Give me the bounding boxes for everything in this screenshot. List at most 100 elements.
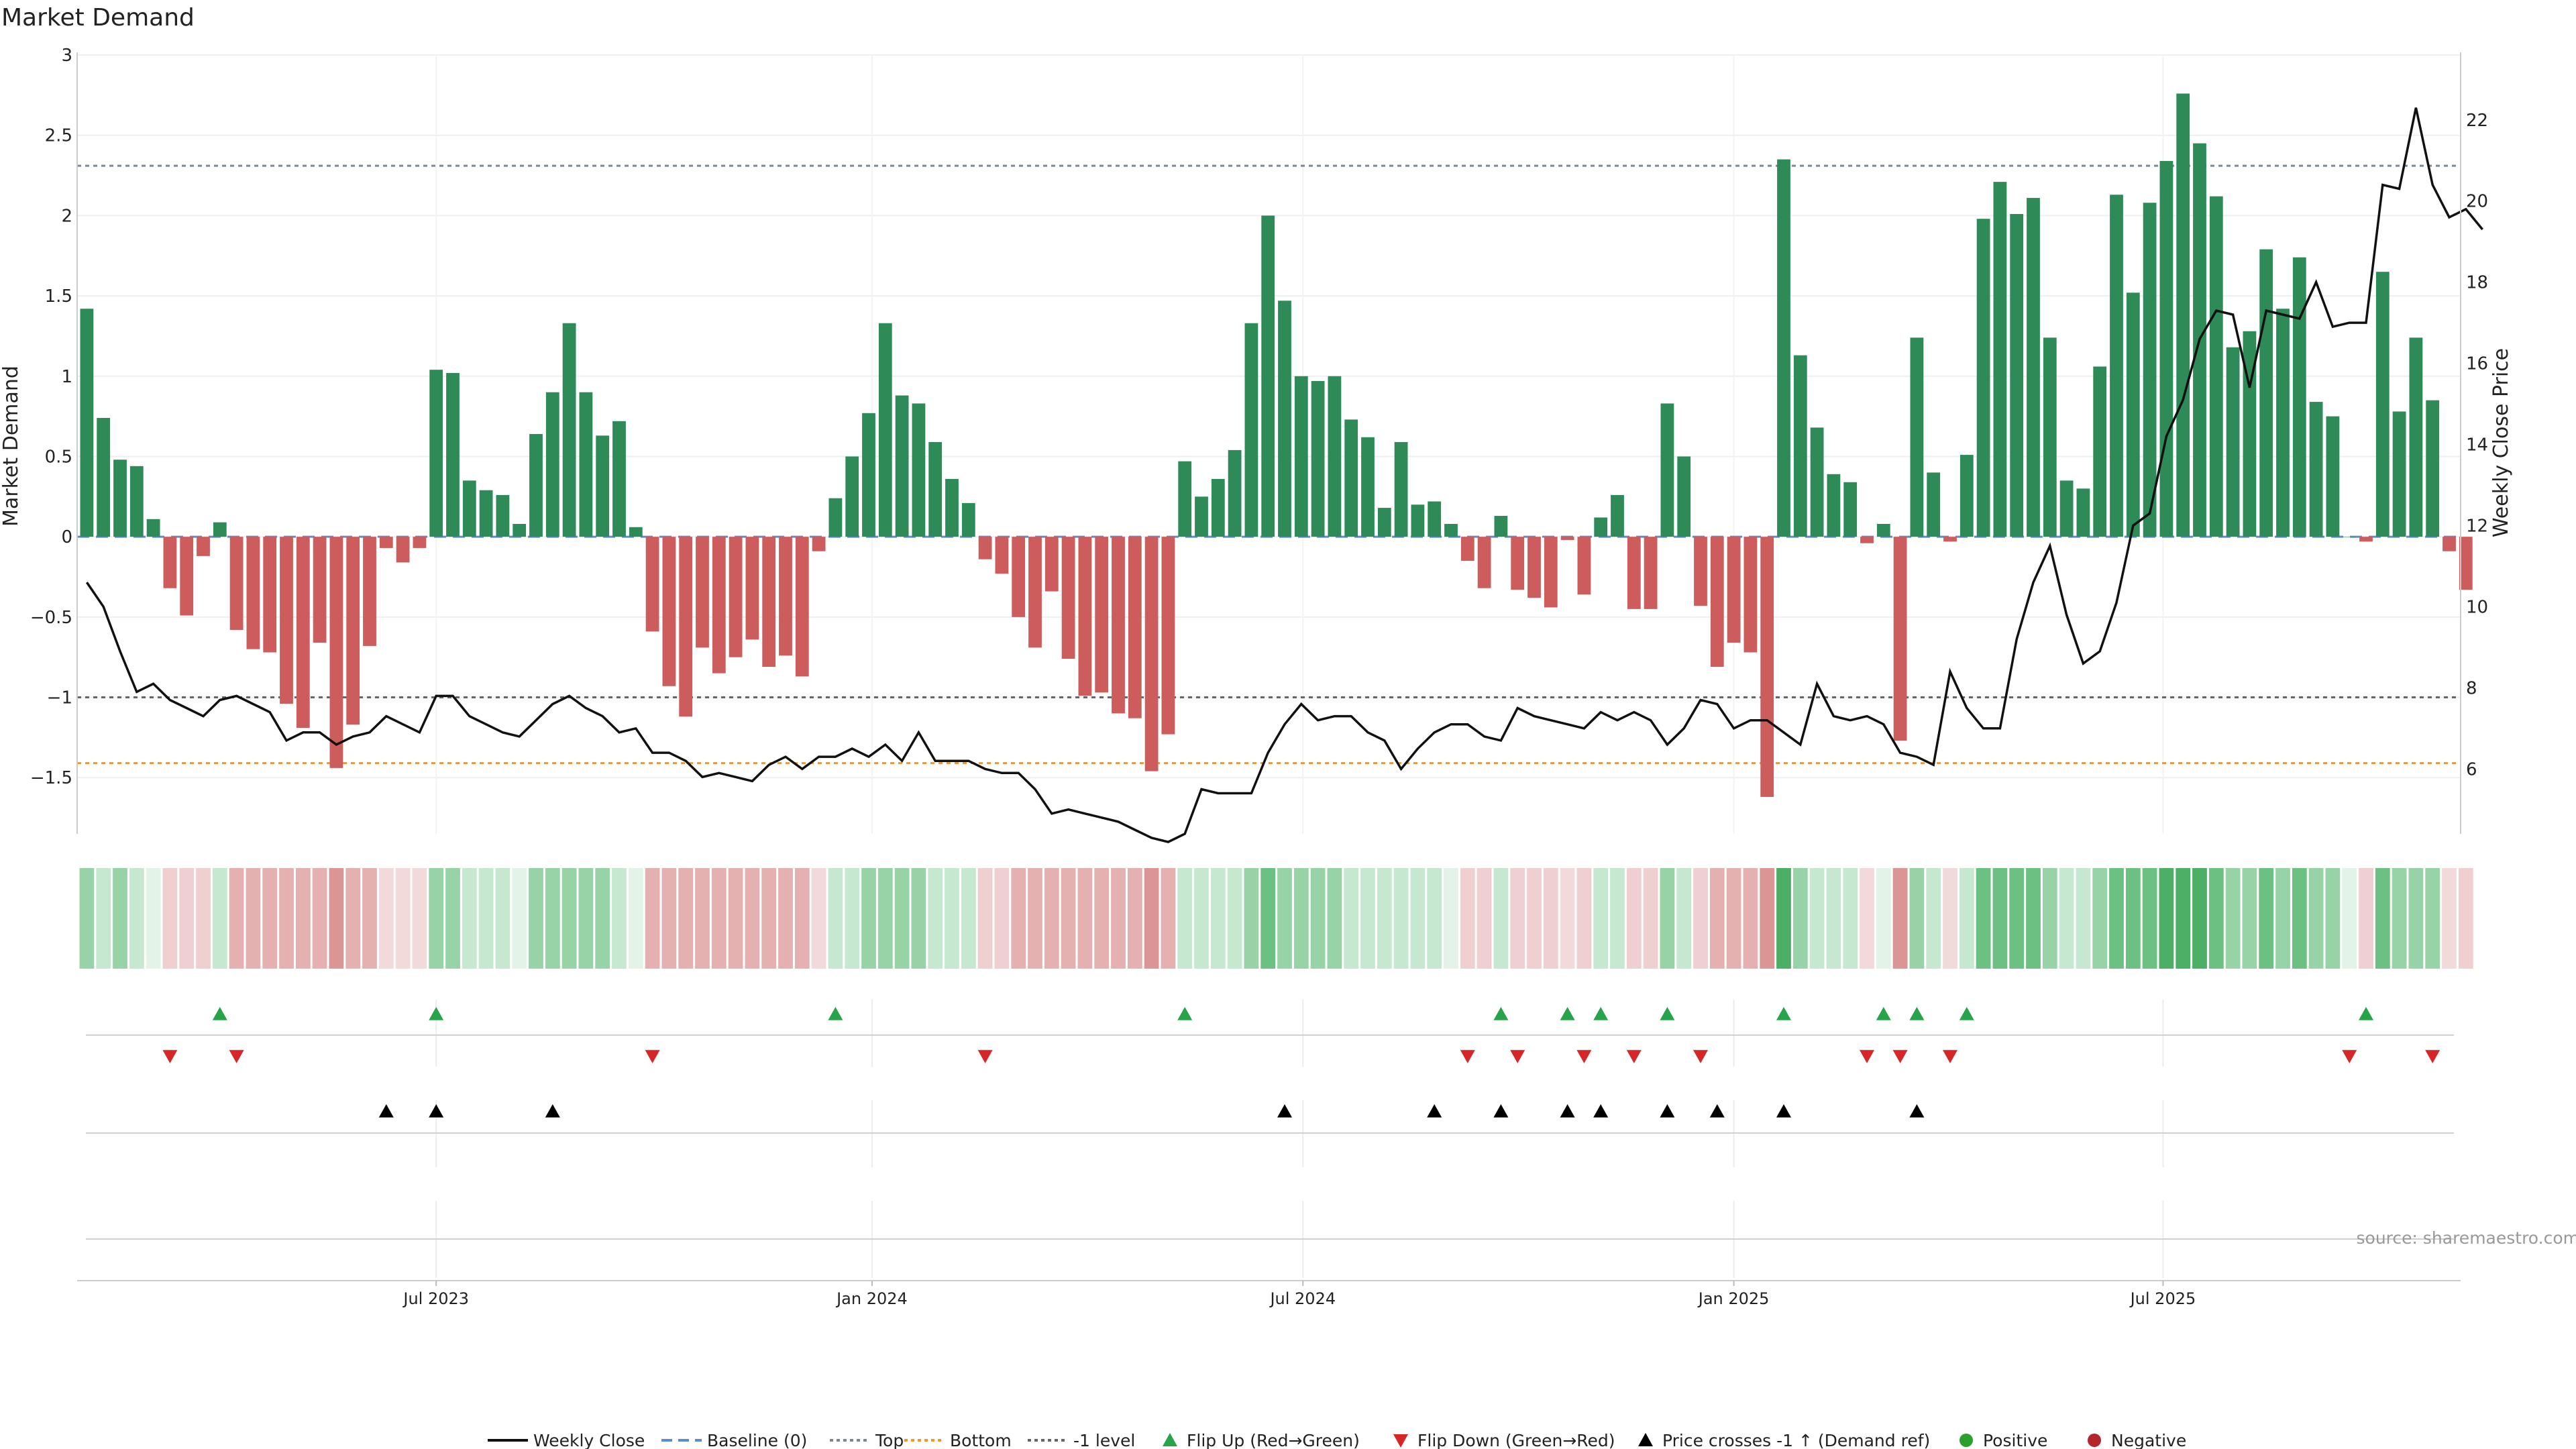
- demand-bar: [1560, 537, 1574, 540]
- price-cross-marker: [545, 1104, 560, 1118]
- demand-bar: [712, 537, 726, 674]
- price-cross-marker: [1427, 1104, 1442, 1118]
- weekly-close-line: [85, 107, 2483, 843]
- legend-swatch-flip-down: [1393, 1434, 1408, 1448]
- heat-cell: [1444, 868, 1458, 969]
- heat-cell: [2225, 868, 2241, 969]
- heat-cell: [911, 868, 926, 969]
- heat-cell: [2408, 868, 2424, 969]
- demand-bar: [679, 537, 693, 717]
- demand-bar: [1627, 537, 1641, 609]
- demand-bar: [2059, 480, 2074, 537]
- demand-bar: [2375, 272, 2390, 537]
- demand-bars: [80, 93, 2473, 797]
- demand-bar: [1577, 537, 1591, 595]
- demand-bar: [1993, 182, 2007, 537]
- flip-up-marker: [2359, 1007, 2373, 1020]
- demand-bar: [545, 392, 559, 537]
- heat-cell: [1227, 868, 1242, 969]
- heat-cell: [695, 868, 710, 969]
- x-tick-label: Jul 2025: [2129, 1289, 2196, 1308]
- heat-cell: [478, 868, 494, 969]
- flip-up-marker: [1776, 1007, 1791, 1020]
- heat-cell: [845, 868, 860, 969]
- flip-up-marker: [1493, 1007, 1509, 1020]
- left-tick-label: 2.5: [45, 126, 72, 146]
- x-axis: Jul 2023 Jan 2024 Jul 2024 Jan 2025 Jul 2025: [402, 1281, 2196, 1308]
- heat-cell: [945, 868, 959, 969]
- chart-title: Market Demand: [1, 4, 195, 32]
- right-tick-label: 12: [2466, 516, 2488, 536]
- demand-bar: [978, 537, 992, 559]
- demand-bar: [446, 372, 460, 537]
- heat-cell: [1460, 868, 1475, 969]
- right-y-axis: 22 20 18 16 14 12 10 8 6: [2460, 52, 2488, 834]
- heat-cell: [2125, 868, 2141, 969]
- heat-cell: [2092, 868, 2108, 969]
- demand-bar: [696, 537, 709, 648]
- heat-cell: [994, 868, 1010, 969]
- price-cross-marker: [1593, 1104, 1609, 1118]
- flip-up-marker: [1876, 1007, 1891, 1020]
- heat-cell: [1493, 868, 1509, 969]
- demand-bar: [779, 537, 792, 656]
- heat-cell: [1127, 868, 1142, 969]
- heat-cell: [2275, 868, 2290, 969]
- demand-bar: [2426, 400, 2440, 537]
- demand-bar: [1876, 523, 1890, 537]
- heat-cell: [745, 868, 760, 969]
- heat-cell: [811, 868, 826, 969]
- heat-cell: [2342, 868, 2357, 969]
- legend-label: Negative: [2111, 1431, 2186, 1449]
- demand-bar: [1760, 537, 1774, 797]
- heat-cell: [2425, 868, 2440, 969]
- demand-bar: [745, 537, 759, 640]
- heat-cell: [295, 868, 311, 969]
- heat-cell: [1244, 868, 1259, 969]
- demand-bar: [878, 323, 892, 537]
- demand-bar: [1012, 537, 1026, 617]
- heat-cell: [512, 868, 527, 969]
- heat-cell: [495, 868, 511, 969]
- heat-cell: [2208, 868, 2224, 969]
- heat-cell: [2259, 868, 2274, 969]
- right-tick-label: 18: [2466, 273, 2488, 293]
- heat-cell: [1926, 868, 1941, 969]
- right-tick-label: 6: [2466, 759, 2477, 780]
- demand-bar: [2359, 537, 2373, 542]
- heat-cell: [429, 868, 444, 969]
- demand-bar: [596, 435, 610, 537]
- legend-label: Top: [875, 1431, 904, 1449]
- flip-down-marker: [1510, 1050, 1525, 1063]
- heat-cell: [761, 868, 777, 969]
- demand-bar: [2076, 488, 2090, 537]
- demand-heat-strip: [79, 868, 2473, 969]
- demand-bar: [2276, 309, 2290, 537]
- heat-cell: [628, 868, 643, 969]
- demand-bar: [1927, 472, 1941, 537]
- heat-cell: [1776, 868, 1791, 969]
- demand-bar: [1777, 159, 1790, 537]
- heat-cell: [1310, 868, 1326, 969]
- heat-cell: [1676, 868, 1692, 969]
- left-tick-label: −1.5: [30, 768, 72, 788]
- flip-up-marker: [1959, 1007, 1974, 1020]
- heat-cell: [2458, 868, 2473, 969]
- demand-bar: [1294, 376, 1308, 537]
- signal-markers: [162, 1007, 2440, 1118]
- demand-bar: [1361, 437, 1375, 537]
- heat-cell: [2142, 868, 2157, 969]
- demand-bar: [1743, 537, 1758, 653]
- demand-bar: [346, 537, 360, 725]
- heat-cell: [412, 868, 427, 969]
- demand-bar: [197, 537, 210, 556]
- heat-cell: [2026, 868, 2041, 969]
- heat-cell: [1626, 868, 1642, 969]
- heat-cell: [1044, 868, 1059, 969]
- heat-cell: [1527, 868, 1542, 969]
- heat-cell: [1293, 868, 1309, 969]
- demand-bar: [995, 537, 1009, 574]
- heat-cell: [179, 868, 195, 969]
- legend-swatch-flip-up: [1163, 1433, 1177, 1446]
- left-tick-label: 1.5: [45, 286, 72, 307]
